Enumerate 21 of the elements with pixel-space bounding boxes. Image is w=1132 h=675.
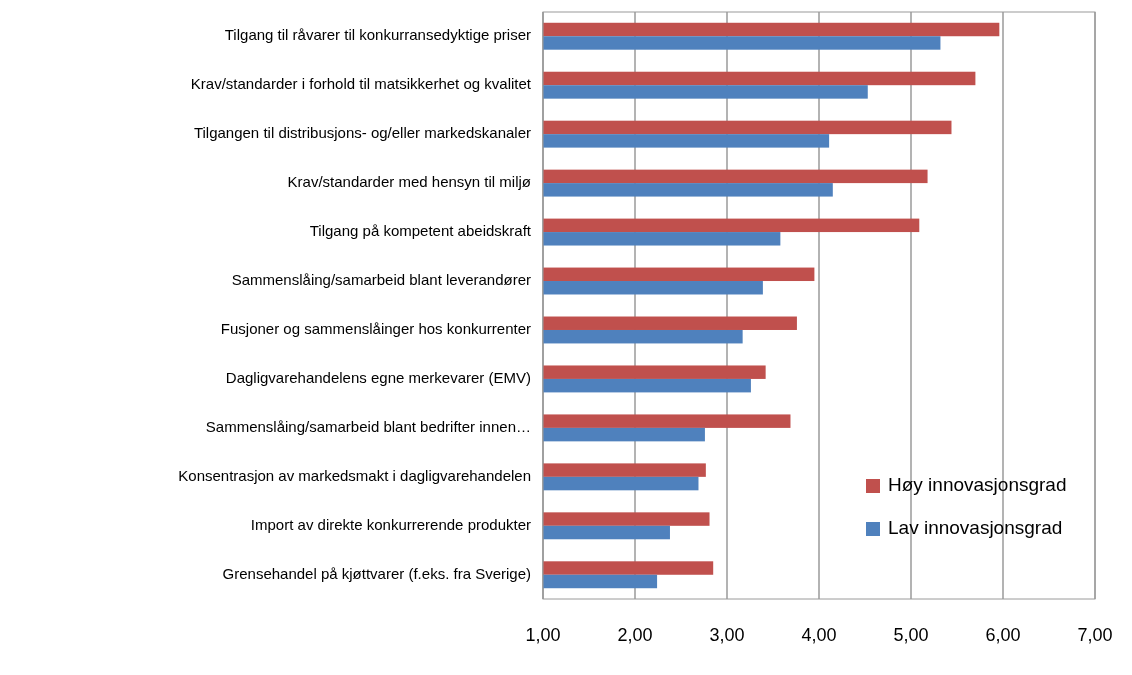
x-tick-label: 7,00 xyxy=(1077,625,1113,645)
y-tick-label: Sammenslåing/samarbeid blant bedrifter innen… xyxy=(205,417,531,435)
y-tick-label: Import av direkte konkurrerende produkter xyxy=(250,515,531,533)
y-tick-label: Sammenslåing/samarbeid blant leverandører xyxy=(231,270,531,288)
x-tick-label: 5,00 xyxy=(893,625,929,645)
y-tick-label: Fusjoner og sammenslåinger hos konkurrenter xyxy=(220,319,531,337)
y-tick-label: Tilgang på kompetent abeidskraft xyxy=(309,222,532,240)
x-tick-label: 3,00 xyxy=(709,625,745,645)
legend-label: Høy innovasjonsgrad xyxy=(888,474,1067,496)
y-tick-label: Tilgangen til distribusjons- og/eller markedskanaler xyxy=(193,124,531,142)
legend-label: Lav innovasjonsgrad xyxy=(888,517,1063,539)
x-tick-label: 4,00 xyxy=(801,625,837,645)
x-tick-label: 6,00 xyxy=(985,625,1021,645)
y-tick-label: Krav/standarder med hensyn til miljø xyxy=(287,173,531,191)
x-tick-label: 2,00 xyxy=(617,625,653,645)
y-tick-label: Grensehandel på kjøttvarer (f.eks. fra Sverige) xyxy=(222,564,531,582)
y-tick-label: Dagligvarehandelens egne merkevarer (EMV) xyxy=(225,368,531,386)
y-tick-label: Krav/standarder i forhold til matsikkerhet og kvalitet xyxy=(190,75,532,93)
y-tick-label: Konsentrasjon av markedsmakt i dagligvarehandelen xyxy=(178,466,531,484)
x-tick-label: 1,00 xyxy=(525,625,561,645)
y-tick-label: Tilgang til råvarer til konkurransedyktige priser xyxy=(224,26,531,44)
